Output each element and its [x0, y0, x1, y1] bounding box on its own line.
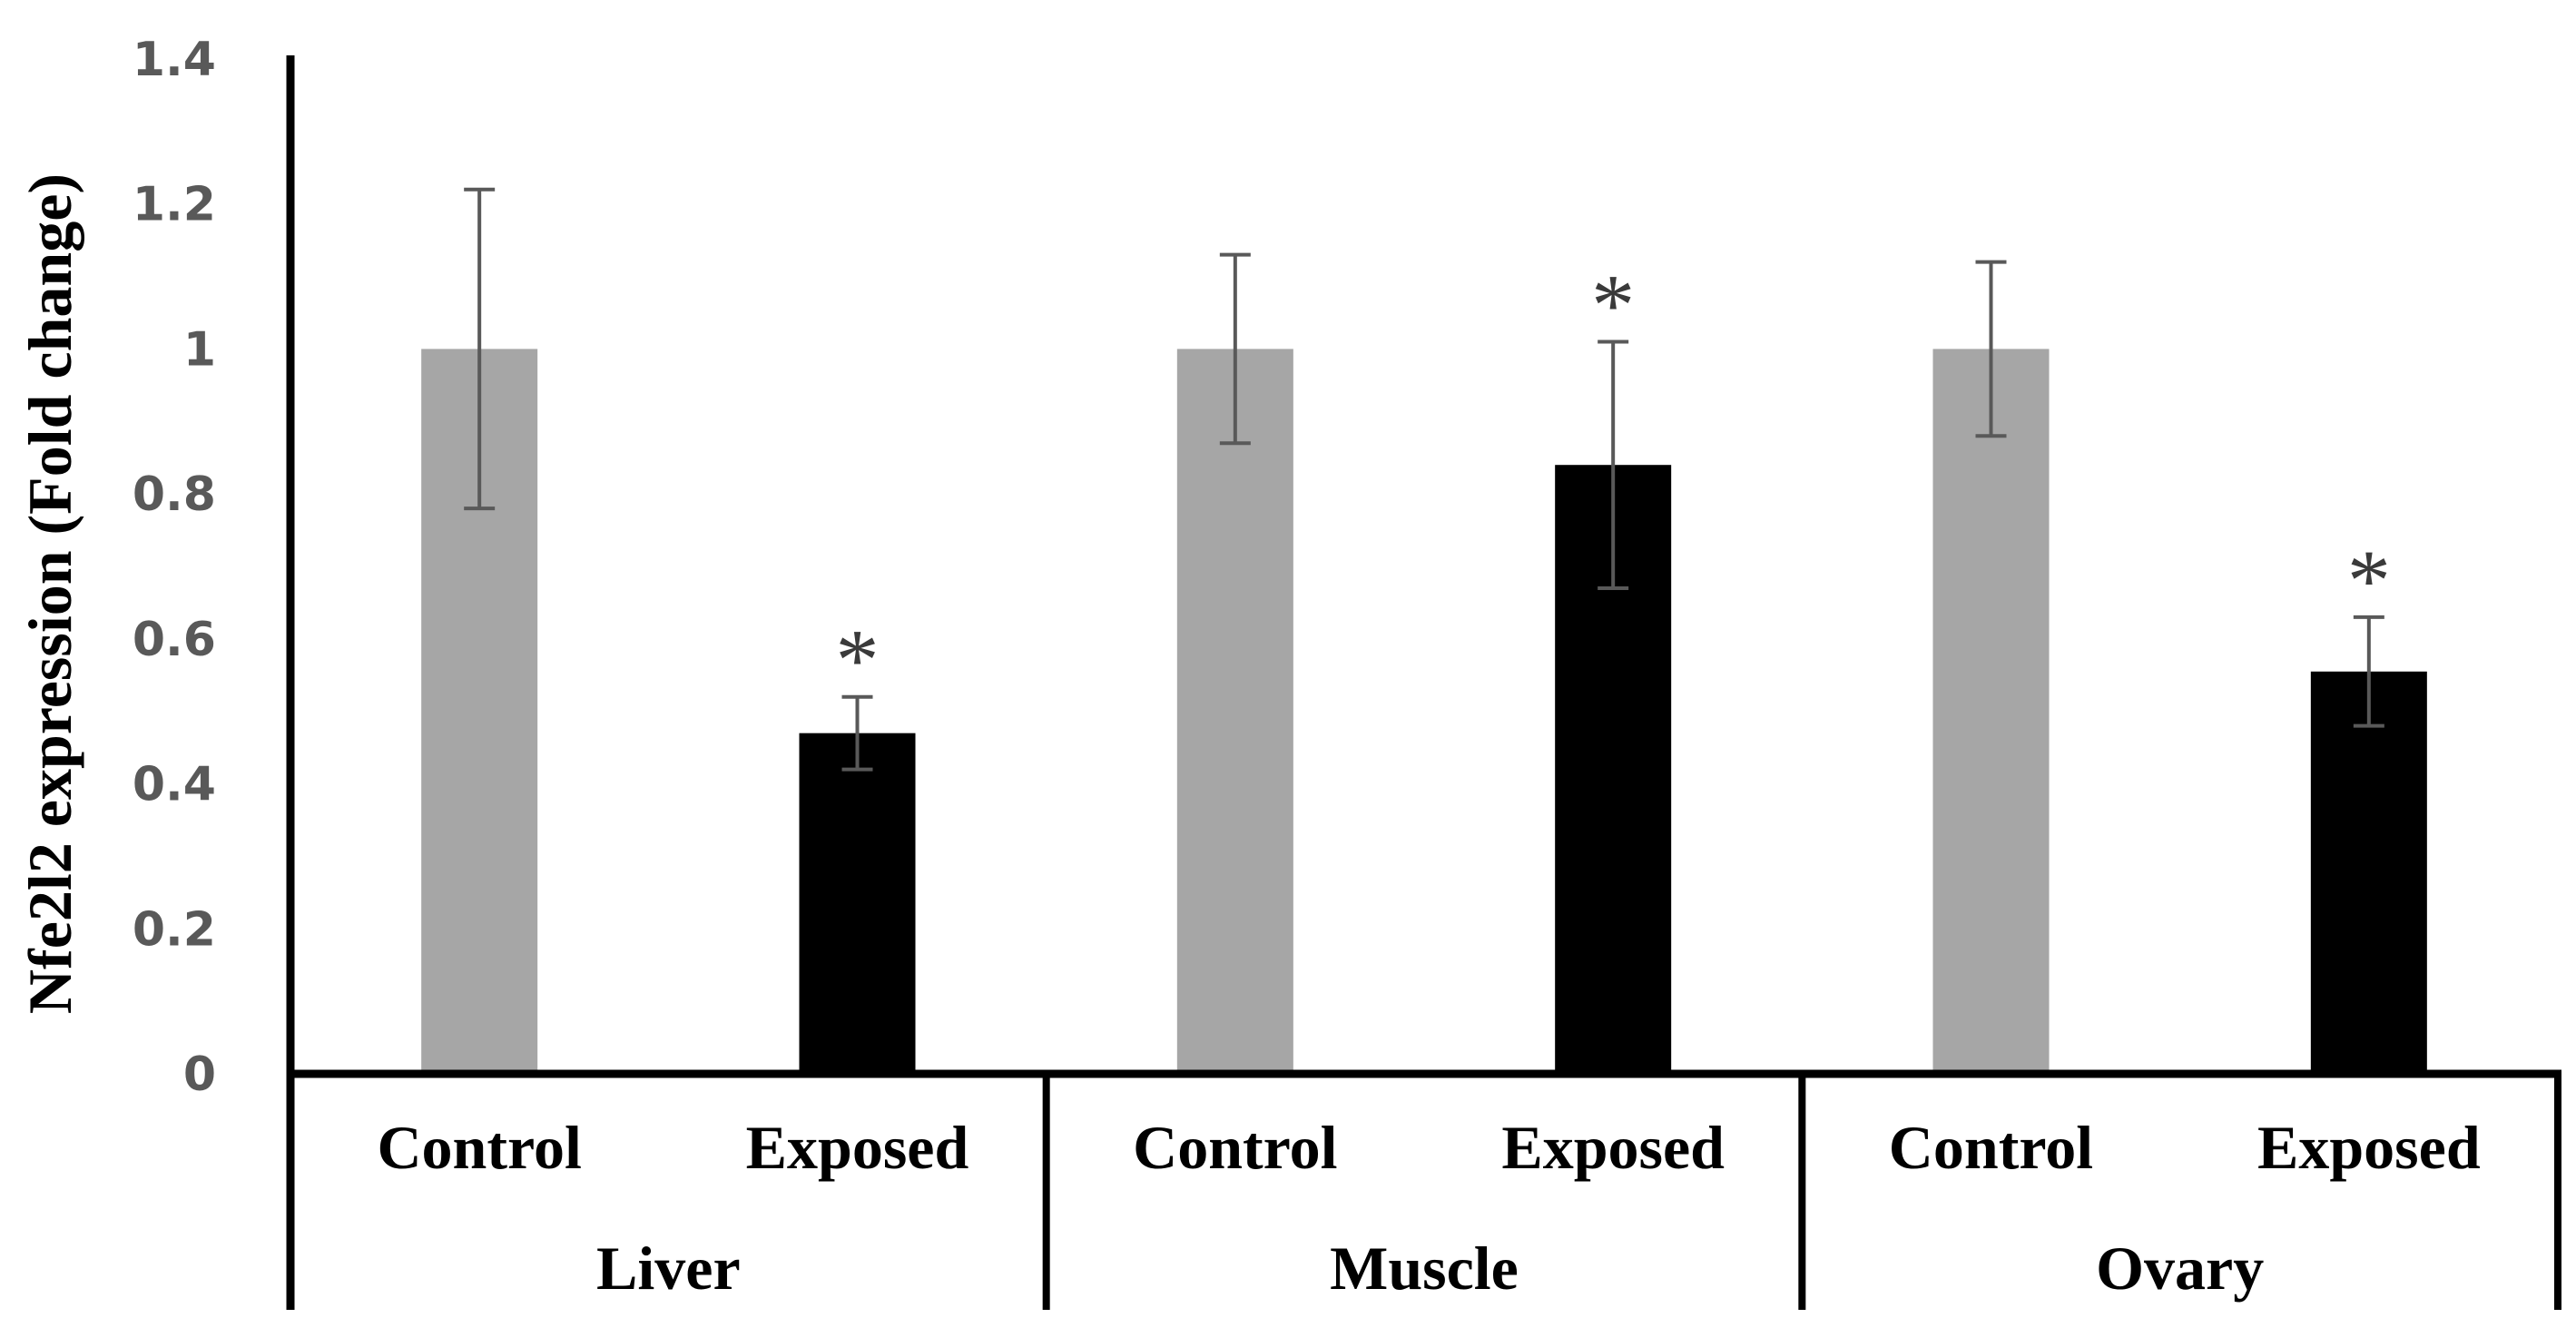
labels-layer: Nfe2l2 expression (Fold change) 0 0.2 0.4 0.…	[15, 33, 2481, 1303]
x-category-label: Control	[377, 1113, 581, 1182]
y-tick-label: 0.6	[133, 613, 216, 667]
x-group-label: Liver	[596, 1234, 741, 1303]
significance-marker: *	[2347, 532, 2391, 629]
bar-liver-exposed	[799, 733, 916, 1074]
x-category-label: Exposed	[2257, 1113, 2481, 1182]
x-category-label: Control	[1133, 1113, 1337, 1182]
x-group-label: Ovary	[2096, 1234, 2264, 1303]
bar-ovary-control	[1932, 349, 2050, 1074]
x-category-label: Exposed	[1501, 1113, 1725, 1182]
x-category-label: Control	[1889, 1113, 2093, 1182]
x-group-label: Muscle	[1330, 1234, 1519, 1303]
bar-ovary-exposed	[2310, 671, 2427, 1074]
y-axis-title: Nfe2l2 expression (Fold change)	[15, 173, 84, 1014]
y-tick-label: 0.4	[133, 758, 216, 812]
bars-layer	[421, 349, 2427, 1074]
y-tick-label: 1.4	[133, 33, 216, 87]
significance-marker: *	[1591, 256, 1635, 353]
error-bars-layer	[464, 187, 2384, 772]
significance-marker: *	[836, 612, 880, 709]
y-tick-label: 0	[183, 1048, 216, 1102]
y-tick-label: 0.8	[133, 467, 216, 522]
bar-muscle-control	[1176, 349, 1293, 1074]
y-tick-label: 1	[183, 322, 216, 377]
y-tick-label: 1.2	[133, 178, 216, 232]
axes-layer	[286, 55, 2561, 1310]
y-tick-label: 0.2	[133, 902, 216, 957]
x-category-label: Exposed	[746, 1113, 969, 1182]
